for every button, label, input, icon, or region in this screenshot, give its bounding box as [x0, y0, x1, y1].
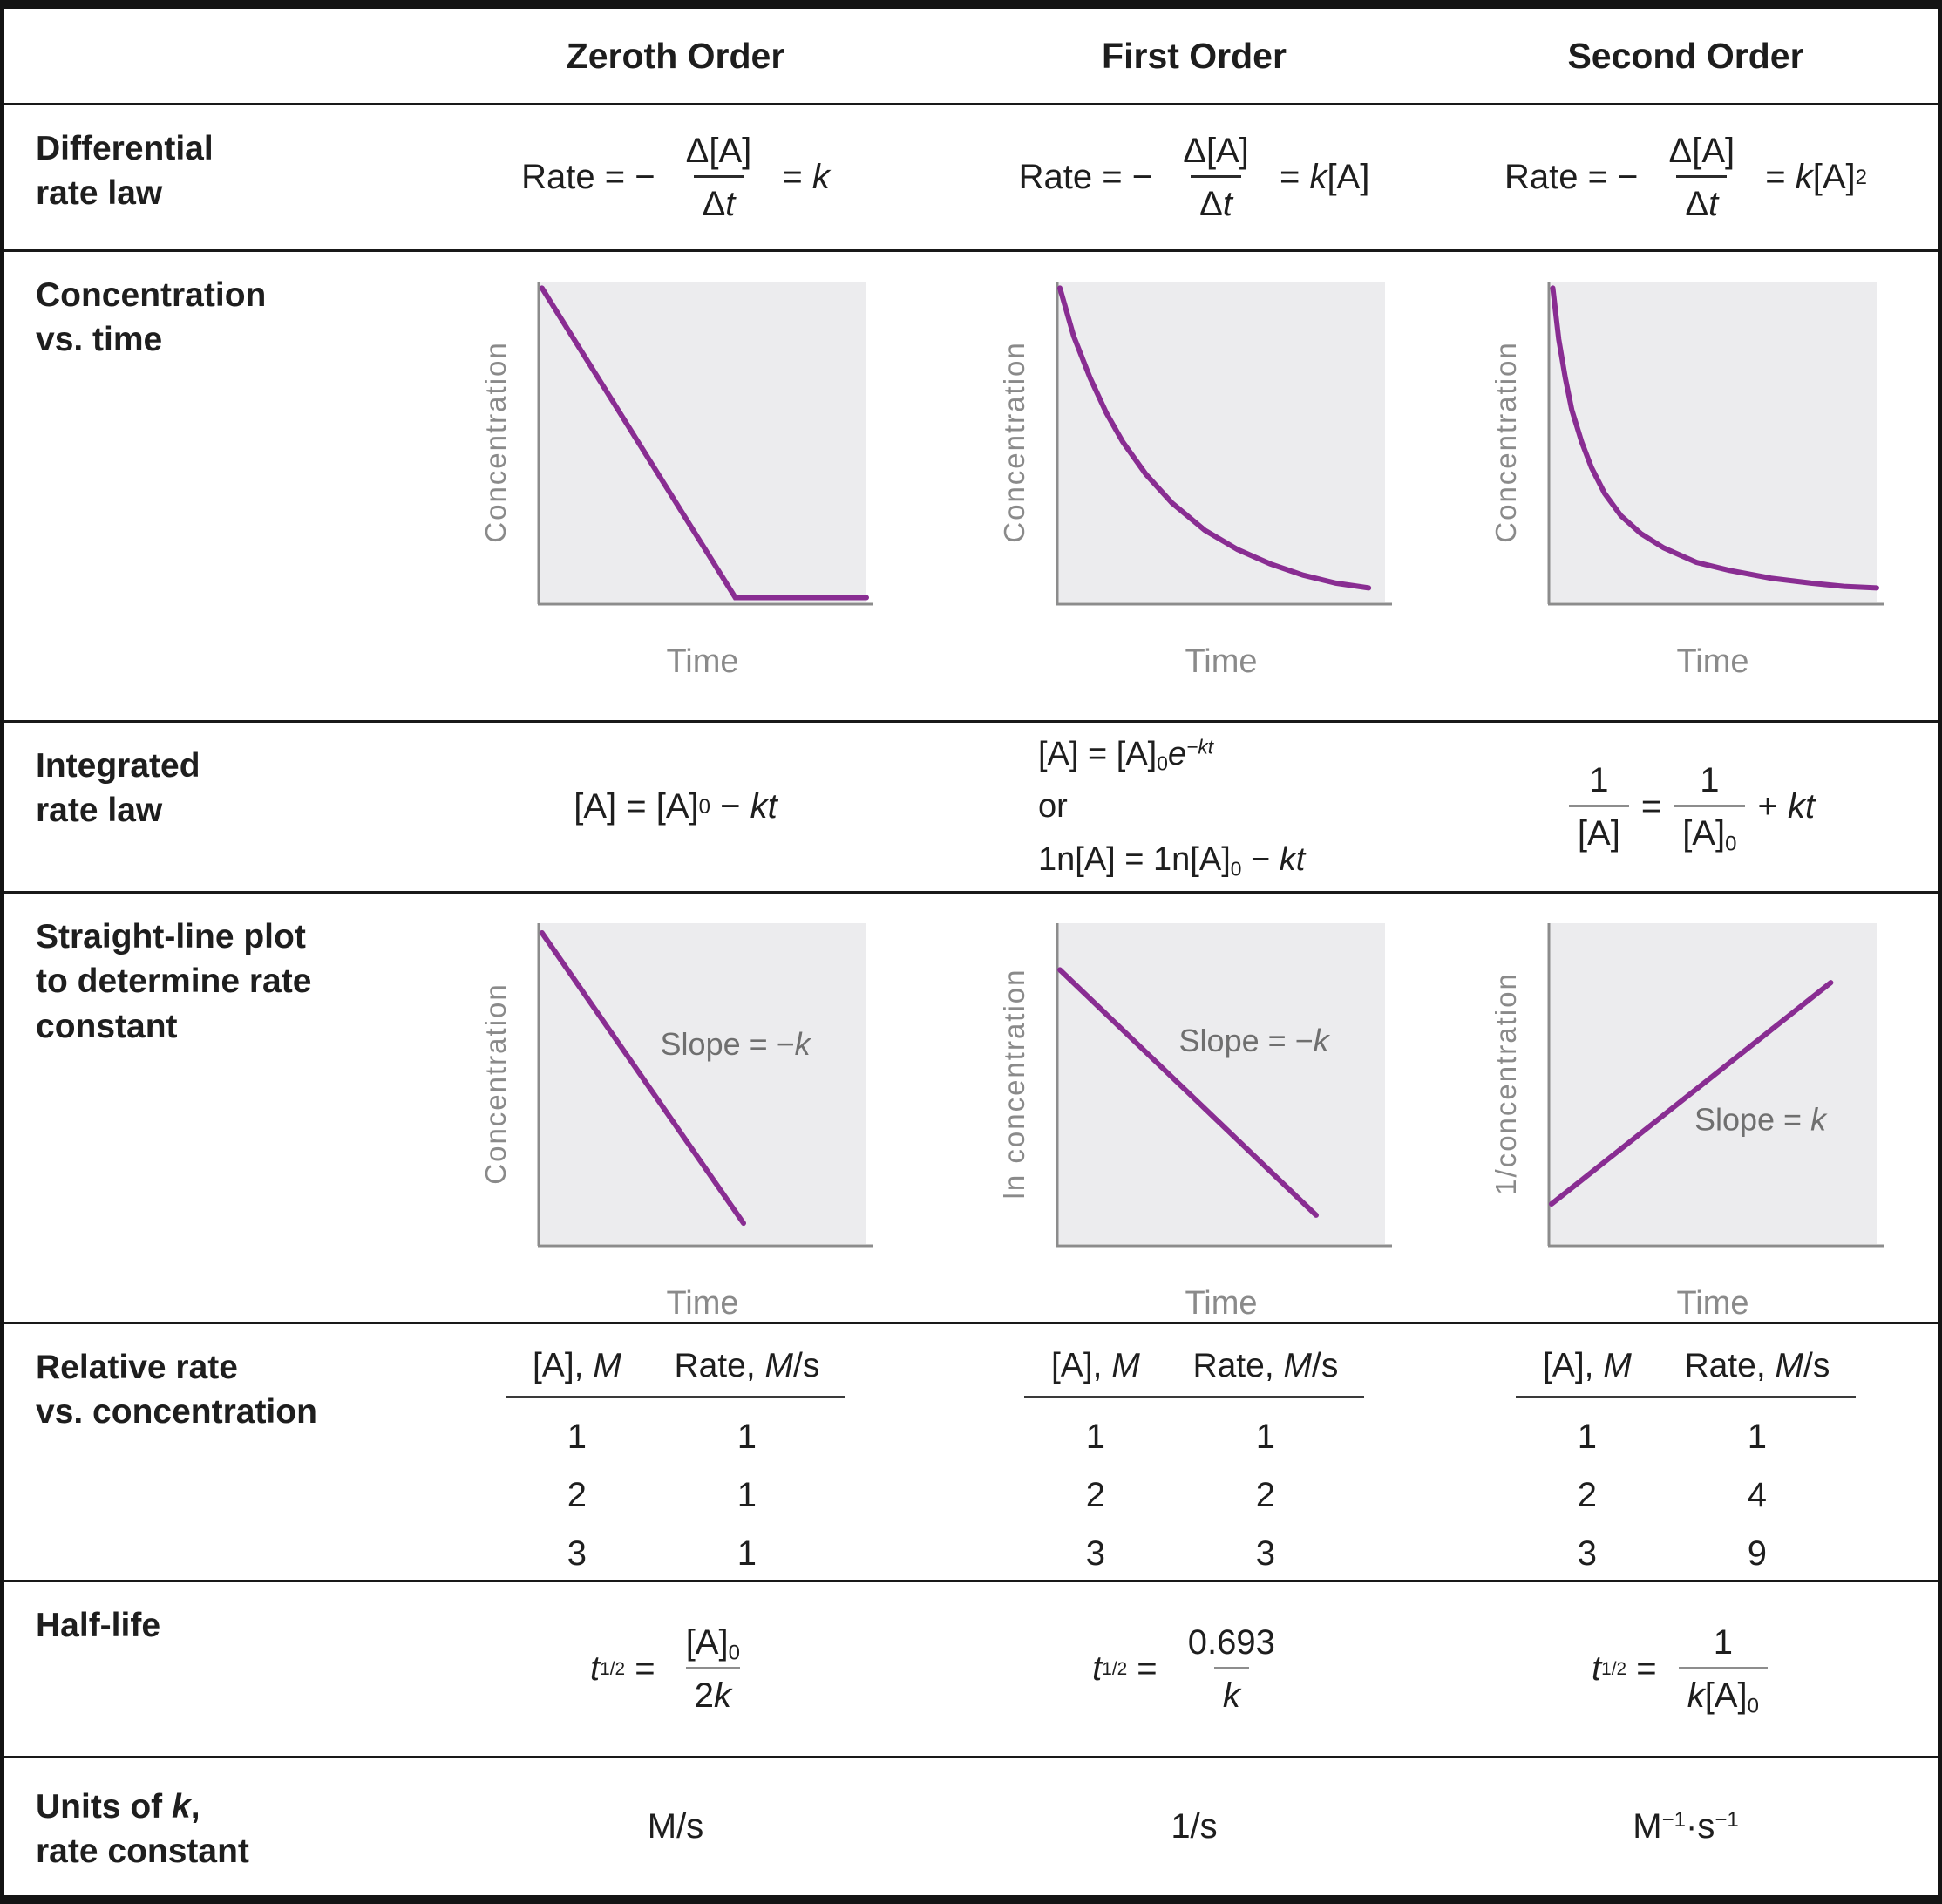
svg-text:1/concentration: 1/concentration	[1490, 972, 1522, 1195]
column-header-first-order: First Order	[1102, 35, 1287, 76]
svg-text:Time: Time	[1676, 1285, 1748, 1321]
zeroth-order-straight-line-chart: Concentration Slope = −k Time	[471, 918, 880, 1325]
units-zeroth: M/s	[647, 1807, 704, 1846]
svg-text:Time: Time	[1676, 643, 1748, 679]
svg-text:Slope = k: Slope = k	[1694, 1101, 1828, 1137]
zeroth-order-concentration-vs-time-chart: Concentration Time	[471, 276, 880, 683]
concentration-vs-time-row: Concentration vs. time Concentration Time…	[4, 249, 1938, 720]
differential-rate-law-first: Rate = − Δ[A] Δt = k [A]	[1018, 132, 1370, 223]
svg-text:Time: Time	[1185, 1285, 1257, 1321]
integrated-rate-law-second: 1 [A] = 1 [A]0 + kt	[1434, 723, 1938, 891]
column-header-zeroth-order: Zeroth Order	[566, 35, 785, 76]
second-order-concentration-vs-time-chart: Concentration Time	[1481, 276, 1891, 683]
integrated-rate-law-row: Integrated rate law [A] = [A] 0 − kt [A] …	[4, 720, 1938, 891]
first-order-straight-line-chart: ln concentration Slope = −k Time	[989, 918, 1399, 1325]
header-row: Zeroth Order First Order Second Order	[4, 9, 1938, 103]
relative-rate-row: Relative rate vs. concentration [A], M R…	[4, 1322, 1938, 1580]
integrated-rate-law-zeroth: [A] = [A] 0 − kt	[574, 787, 777, 826]
svg-text:Concentration: Concentration	[998, 341, 1030, 542]
differential-rate-law-row: Differential rate law Rate = − Δ[A] Δt = …	[4, 103, 1938, 249]
half-life-first: t 1/2 = 0.693 k	[1092, 1623, 1275, 1715]
row-label-straight-line-plot: Straight-line plot to determine rate con…	[36, 918, 312, 1045]
units-of-k-row: Units of k, rate constant M/s 1/s M−1·s−…	[4, 1756, 1938, 1895]
svg-text:Time: Time	[1185, 643, 1257, 679]
row-label-concentration-vs-time: Concentration vs. time	[36, 276, 267, 359]
svg-text:ln concentration: ln concentration	[998, 969, 1030, 1200]
second-order-straight-line-chart: 1/concentration Slope = k Time	[1481, 918, 1891, 1325]
svg-text:Concentration: Concentration	[479, 983, 512, 1184]
header-empty-cell	[4, 9, 397, 103]
column-header-second-order: Second Order	[1567, 35, 1804, 76]
row-label-integrated-rate-law: Integrated rate law	[36, 747, 200, 830]
integrated-rate-law-first: [A] = [A]0e−kt or 1n[A] = 1n[A]0 − kt	[1038, 735, 1306, 880]
svg-text:Slope = −k: Slope = −k	[1179, 1023, 1331, 1058]
row-label-differential-rate-law: Differential rate law	[36, 130, 214, 213]
half-life-second: t 1/2 = 1 k[A]0	[1434, 1582, 1938, 1756]
svg-text:Concentration: Concentration	[1490, 341, 1522, 542]
svg-text:Time: Time	[666, 1285, 738, 1321]
differential-rate-law-second: Rate = − Δ[A] Δt = k [A] 2	[1504, 132, 1868, 223]
svg-text:Concentration: Concentration	[479, 341, 512, 542]
half-life-zeroth: t 1/2 = [A]0 2k	[590, 1623, 740, 1715]
row-label-half-life: Half-life	[36, 1607, 161, 1644]
units-first: 1/s	[1171, 1807, 1218, 1846]
row-label-units-of-k: Units of k, rate constant	[36, 1788, 249, 1871]
first-order-concentration-vs-time-chart: Concentration Time	[989, 276, 1399, 683]
svg-text:Slope = −k: Slope = −k	[661, 1026, 812, 1062]
differential-rate-law-zeroth: Rate = − Δ[A] Δt = k	[521, 132, 830, 223]
straight-line-plot-row: Straight-line plot to determine rate con…	[4, 891, 1938, 1322]
svg-text:Time: Time	[666, 643, 738, 679]
row-label-relative-rate: Relative rate vs. concentration	[36, 1349, 317, 1431]
units-second: M−1·s−1	[1633, 1807, 1739, 1846]
